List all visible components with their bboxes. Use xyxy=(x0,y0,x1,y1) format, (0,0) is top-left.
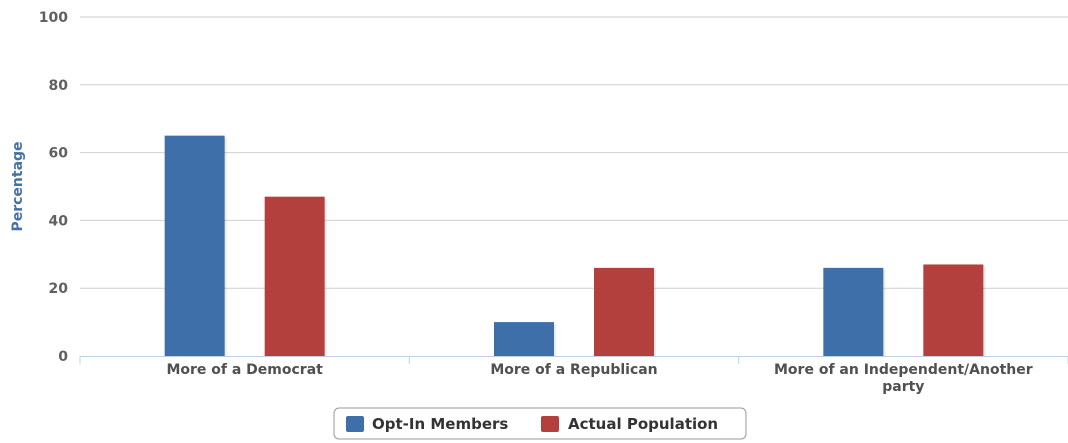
legend-swatch-opt-in-members[interactable] xyxy=(346,416,364,432)
bar-actual-population-1[interactable] xyxy=(264,196,325,356)
x-category-label: More of an Independent/Another party xyxy=(774,362,1033,395)
bar-opt-in-members-3[interactable] xyxy=(823,267,884,356)
y-axis-ticks: 0 20 40 60 80 100 xyxy=(39,10,68,365)
x-category-label: More of a Republican xyxy=(490,362,657,378)
legend-label-opt-in-members[interactable]: Opt-In Members xyxy=(372,415,508,433)
y-tick-label: 40 xyxy=(49,213,69,229)
bar-actual-population-2[interactable] xyxy=(594,267,654,356)
legend-label-actual-population[interactable]: Actual Population xyxy=(568,415,718,433)
y-tick-label: 0 xyxy=(58,349,68,365)
grid-layer xyxy=(80,16,1068,289)
y-tick-label: 80 xyxy=(49,78,69,94)
bar-actual-population-3[interactable] xyxy=(923,264,984,356)
bar-opt-in-members-2[interactable] xyxy=(494,322,554,356)
legend[interactable]: Opt-In Members Actual Population xyxy=(333,407,747,440)
x-axis: More of a Democrat More of a Republican Mo… xyxy=(79,356,1068,395)
bars-layer xyxy=(164,135,986,356)
legend-box xyxy=(333,407,747,440)
y-tick-label: 20 xyxy=(49,281,69,297)
y-tick-label: 60 xyxy=(49,146,69,162)
y-tick-label: 100 xyxy=(39,10,68,26)
y-axis-label: Percentage xyxy=(10,141,26,231)
bar-opt-in-members-1[interactable] xyxy=(164,135,225,356)
x-category-label: More of a Democrat xyxy=(166,362,323,378)
legend-swatch-actual-population[interactable] xyxy=(541,416,559,432)
